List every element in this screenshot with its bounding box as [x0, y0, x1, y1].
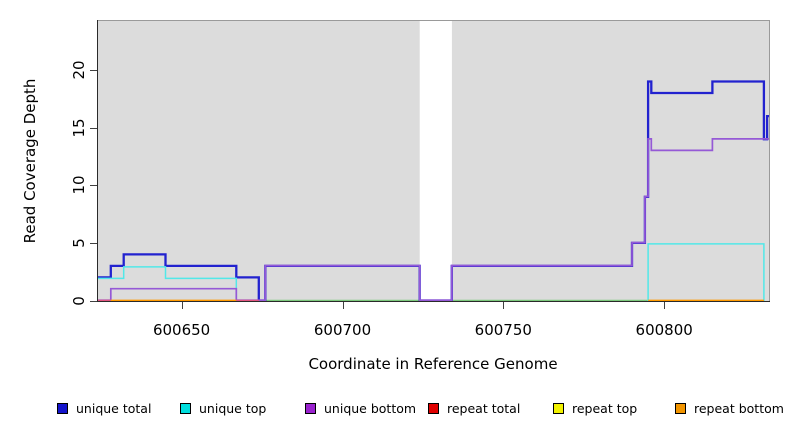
legend-label: repeat top [572, 401, 638, 416]
coverage-svg [97, 20, 771, 303]
legend-label: repeat total [447, 401, 521, 416]
legend-label: unique top [199, 401, 267, 416]
y-tick-mark [90, 185, 97, 187]
y-tick-label: 0 [70, 295, 88, 306]
y-tick-mark [90, 300, 97, 302]
x-tick-mark [181, 302, 183, 309]
y-tick-mark [90, 70, 97, 71]
legend-item-unique-bottom: unique bottom [305, 401, 417, 416]
gap-band [419, 21, 452, 301]
legend-label: unique bottom [324, 401, 417, 416]
legend-label: repeat bottom [694, 401, 784, 416]
plot-area [97, 20, 771, 303]
legend-label: unique total [76, 401, 152, 416]
plot-border-left-bottom [97, 20, 770, 302]
legend-swatch [553, 402, 564, 414]
legend-swatch [180, 402, 191, 414]
y-tick-mark [90, 127, 97, 129]
x-tick-mark [664, 302, 666, 309]
x-tick-label: 600800 [635, 321, 693, 339]
y-axis-title: Read Coverage Depth [21, 78, 39, 244]
y-tick-label: 20 [70, 60, 88, 80]
y-tick-label: 15 [70, 118, 88, 138]
x-tick-label: 600700 [313, 321, 372, 339]
legend-swatch [57, 402, 68, 414]
legend-item-repeat-total: repeat total [428, 401, 521, 416]
x-tick-label: 600650 [152, 321, 211, 339]
series-unique-top [647, 243, 765, 302]
x-tick-mark [503, 302, 505, 309]
x-tick-label: 600750 [474, 321, 532, 339]
y-tick-label: 5 [70, 238, 88, 248]
x-axis-title: Coordinate in Reference Genome [308, 355, 558, 373]
y-tick-label: 10 [70, 175, 88, 195]
legend-swatch [305, 402, 316, 414]
series-unique-top [98, 266, 238, 302]
legend-swatch [675, 402, 686, 414]
series-unique-bottom [98, 138, 771, 302]
legend-item-repeat-bottom: repeat bottom [675, 401, 784, 416]
legend-item-repeat-top: repeat top [553, 401, 638, 416]
y-tick-mark [90, 242, 97, 244]
x-tick-mark [342, 302, 344, 309]
plot-border-top-right [97, 20, 770, 302]
legend-item-unique-total: unique total [57, 401, 152, 416]
legend-swatch [428, 402, 439, 414]
legend-item-unique-top: unique top [180, 401, 267, 416]
